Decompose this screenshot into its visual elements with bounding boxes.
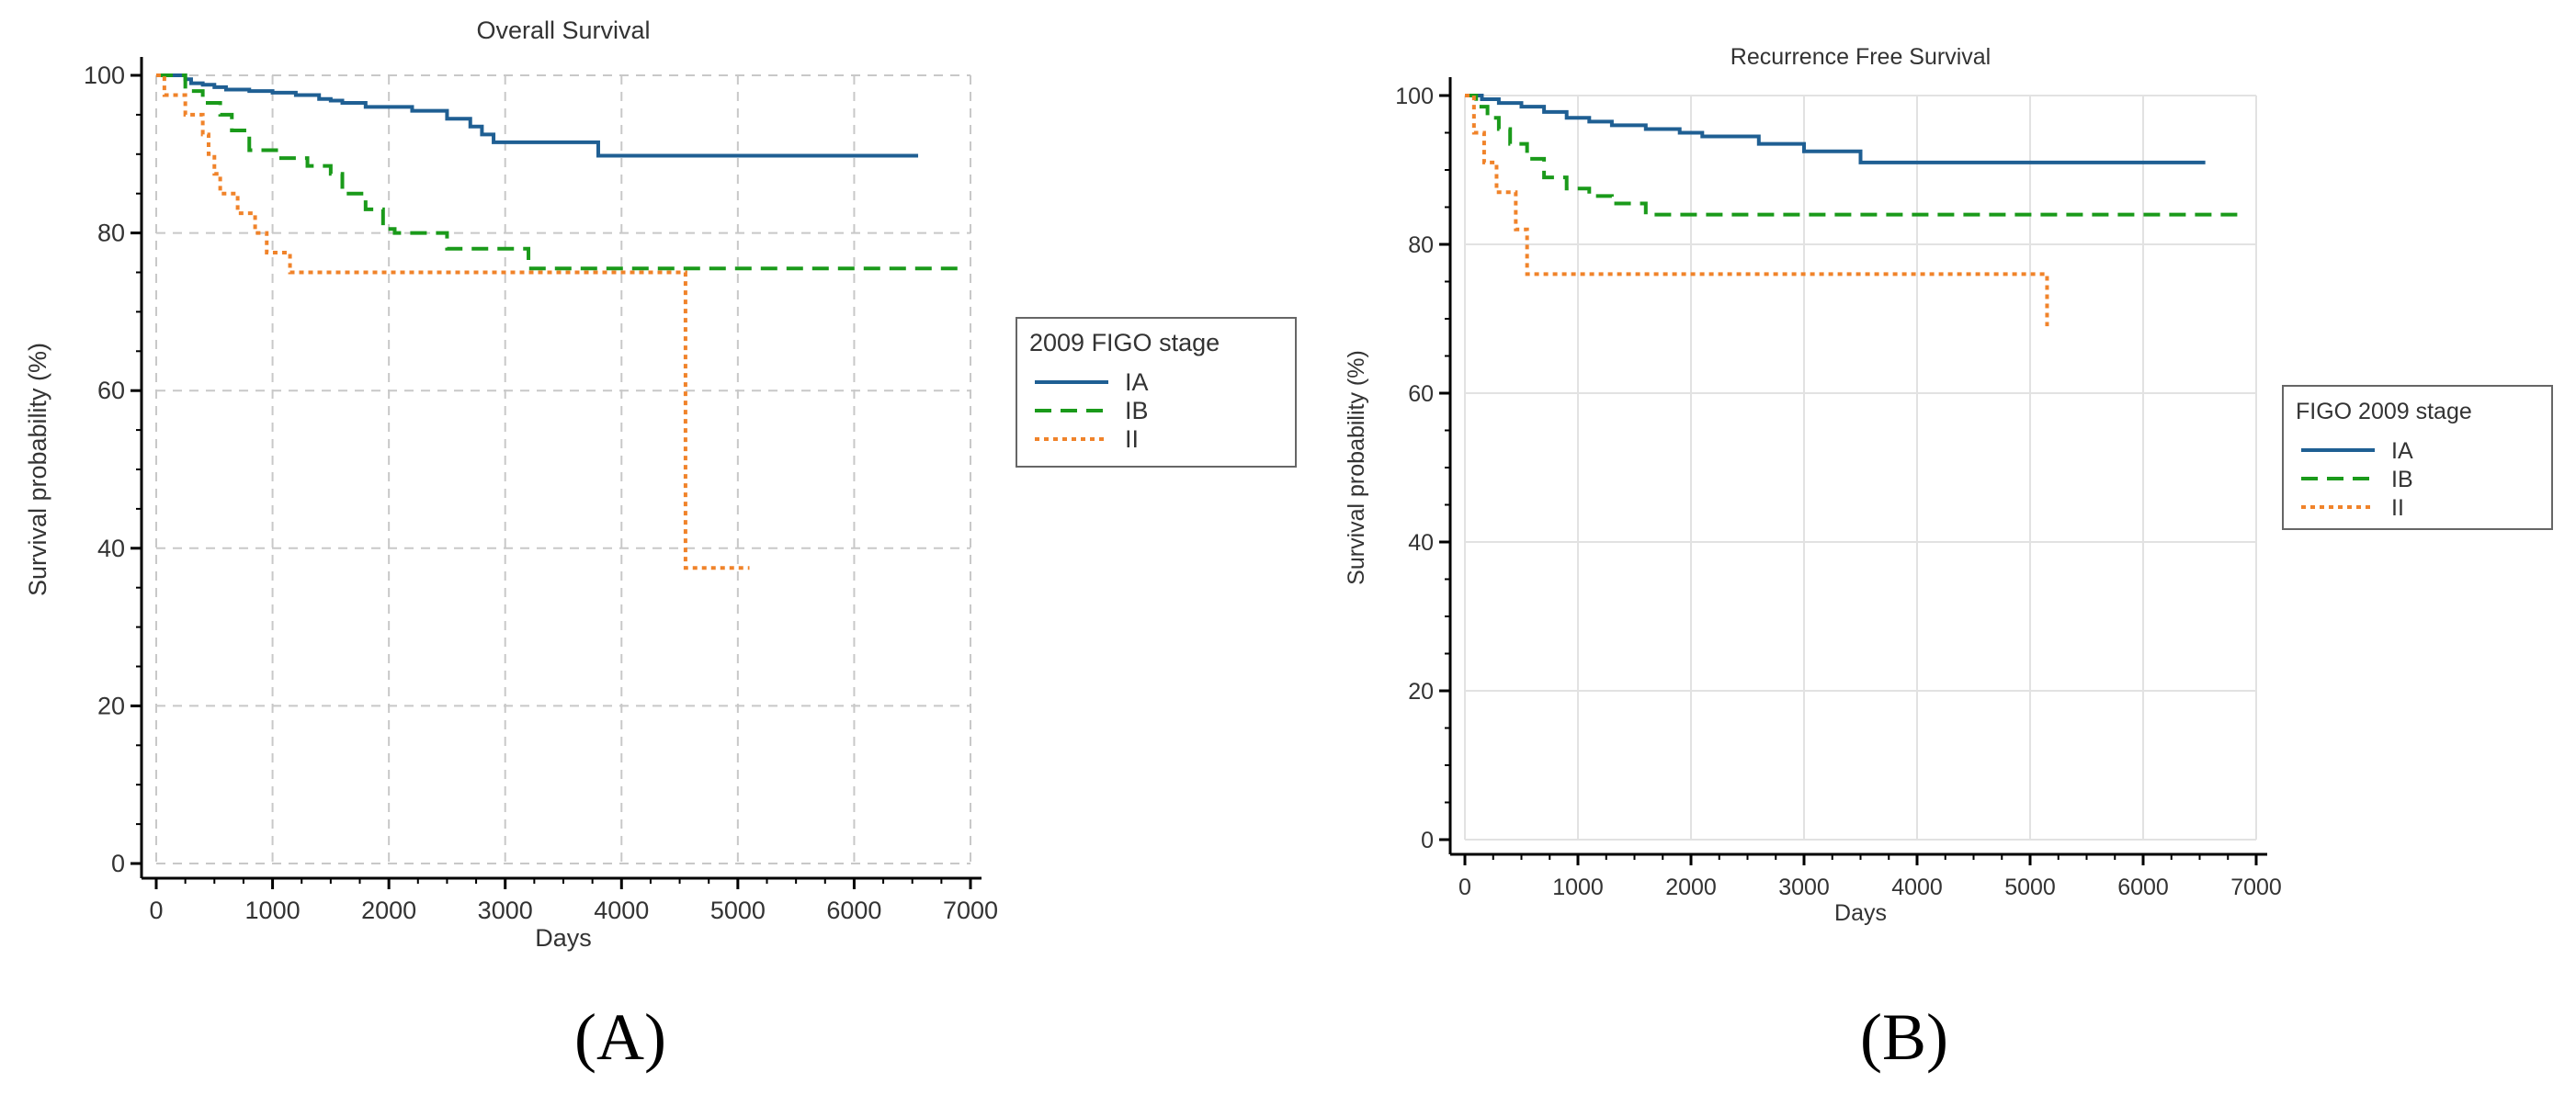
x-tick-label: 1000 [1552,875,1604,900]
x-tick-label: 3000 [478,897,533,924]
x-tick-label: 4000 [594,897,649,924]
legend-title: 2009 FIGO stage [1029,329,1220,356]
legend-title: FIGO 2009 stage [2296,399,2472,424]
y-tick-label: 40 [1408,530,1434,556]
panel-b-label: (B) [1860,1000,1948,1074]
legend-label-ib: IB [2391,467,2413,492]
y-tick-label: 20 [1408,679,1434,705]
panel-a-label: (A) [574,1000,666,1074]
x-tick-label: 0 [1458,875,1471,900]
legend-label-ia: IA [2391,438,2413,464]
y-tick-label: 80 [1408,232,1434,258]
y-tick-label: 40 [97,535,125,562]
chart-title: Recurrence Free Survival [1731,44,1991,70]
series-line-ia [156,73,919,158]
chart-title: Overall Survival [476,17,650,44]
y-tick-label: 100 [84,62,125,89]
x-tick-label: 6000 [826,897,881,924]
series-line-ib [156,73,959,271]
x-tick-label: 1000 [245,897,301,924]
x-tick-label: 2000 [1665,875,1717,900]
legend-label-ib: IB [1125,397,1149,424]
legend-label-ii: II [1125,425,1139,453]
x-tick-label: 7000 [2230,875,2282,900]
y-tick-label: 80 [97,220,125,247]
x-tick-label: 0 [149,897,163,924]
x-axis-label: Days [535,924,592,952]
legend-box [1016,317,1297,468]
y-tick-label: 20 [97,692,125,719]
x-tick-label: 3000 [1778,875,1830,900]
x-tick-label: 6000 [2117,875,2169,900]
x-tick-label: 7000 [943,897,998,924]
y-tick-label: 60 [1408,381,1434,407]
legend-label-ii: II [2391,495,2404,521]
x-axis-label: Days [1834,900,1887,926]
series-line-ii [1465,94,2049,327]
y-axis-label: Survival probability (%) [1344,350,1369,585]
series-line-ii [156,73,750,570]
x-tick-label: 4000 [1891,875,1943,900]
x-tick-label: 5000 [710,897,766,924]
y-tick-label: 0 [1421,828,1434,853]
legend-label-ia: IA [1125,368,1149,396]
y-tick-label: 100 [1395,84,1434,109]
legend-box [2282,385,2553,530]
series-line-ib [1465,94,2245,217]
series-line-ia [1465,94,2206,164]
x-tick-label: 5000 [2004,875,2056,900]
x-tick-label: 2000 [361,897,416,924]
y-tick-label: 60 [97,377,125,404]
y-tick-label: 0 [111,850,125,877]
y-axis-label: Survival probability (%) [24,343,51,596]
